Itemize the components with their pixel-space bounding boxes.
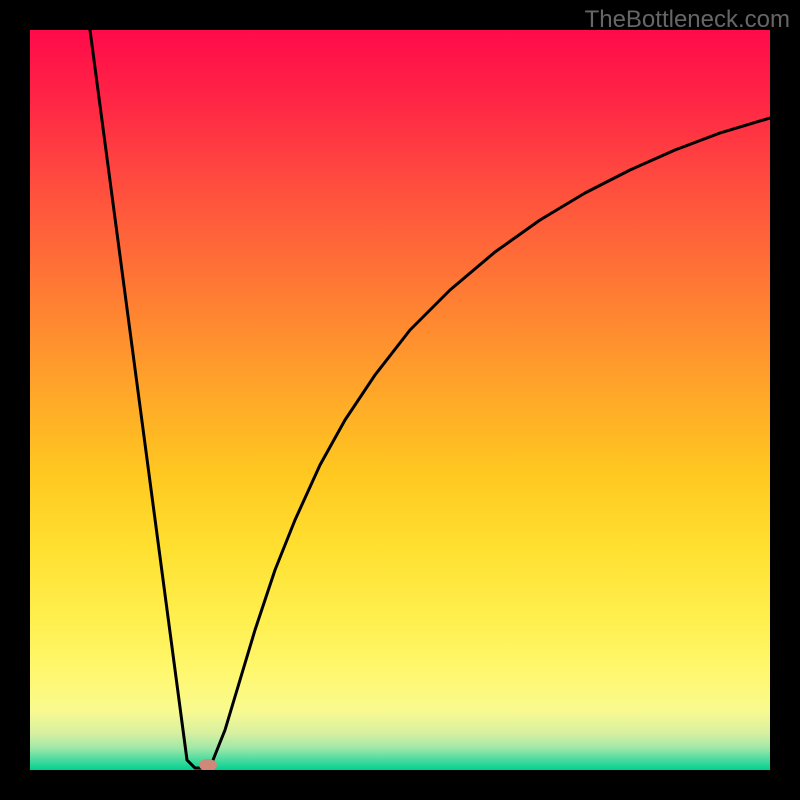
chart-container: TheBottleneck.com — [0, 0, 800, 800]
plot-area — [30, 30, 770, 770]
watermark-text: TheBottleneck.com — [585, 6, 790, 34]
gradient-background — [30, 30, 770, 770]
chart-svg — [30, 30, 770, 770]
